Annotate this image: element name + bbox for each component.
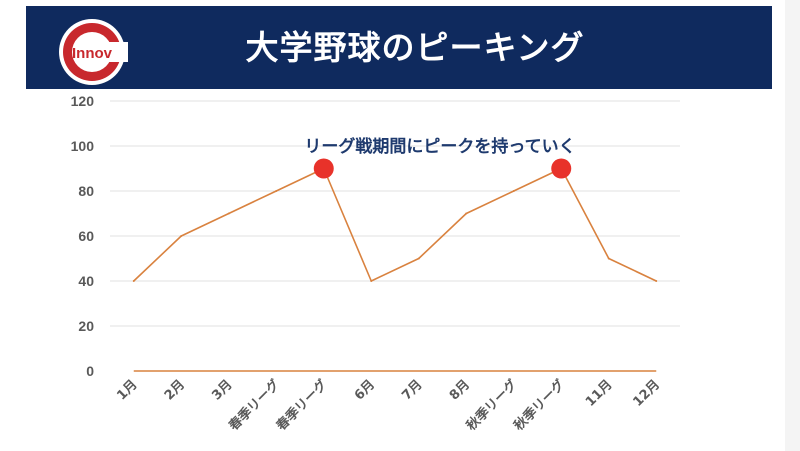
data-point: [465, 212, 468, 215]
data-point: [132, 280, 135, 282]
data-point: [370, 280, 373, 282]
x-tick-label: 春季リーグ: [225, 377, 283, 435]
x-tick-label: 8月: [447, 377, 473, 403]
data-point: [607, 257, 610, 260]
x-tick-label: 1月: [114, 377, 140, 403]
y-tick-label: 20: [78, 318, 94, 334]
x-tick-label: 秋季リーグ: [511, 377, 568, 434]
x-tick-label: 12月: [630, 377, 663, 410]
x-tick-label: 春季リーグ: [273, 377, 331, 435]
x-tick-label: 2月: [162, 377, 188, 403]
peak-marker: [551, 158, 572, 179]
x-tick-label: 7月: [399, 377, 425, 403]
x-tick-label: 秋季リーグ: [463, 377, 520, 434]
y-tick-label: 80: [78, 183, 94, 199]
y-tick-label: 40: [78, 273, 94, 289]
peak-annotation: リーグ戦期間にピークを持っていく: [304, 137, 576, 157]
page-title: 大学野球のピーキング: [245, 28, 585, 67]
series-line: [133, 167, 657, 282]
data-point: [512, 190, 515, 192]
y-tick-label: 120: [71, 93, 95, 109]
x-tick-label: 11月: [583, 377, 616, 410]
data-point: [275, 190, 278, 192]
data-point: [180, 235, 183, 237]
data-point: [227, 212, 230, 215]
y-tick-label: 60: [78, 228, 94, 244]
company-logo: Innov: [59, 19, 128, 85]
data-point: [417, 257, 420, 260]
x-tick-label: 3月: [209, 377, 235, 403]
header-banner: Innov 大学野球のピーキング: [26, 6, 772, 89]
data-point: [655, 280, 658, 282]
y-tick-label: 100: [71, 138, 95, 154]
logo-text: Innov: [72, 45, 113, 62]
x-tick-label: 6月: [352, 377, 378, 403]
peak-marker: [313, 158, 334, 179]
y-tick-label: 0: [86, 363, 94, 379]
page-edge: [785, 0, 800, 451]
